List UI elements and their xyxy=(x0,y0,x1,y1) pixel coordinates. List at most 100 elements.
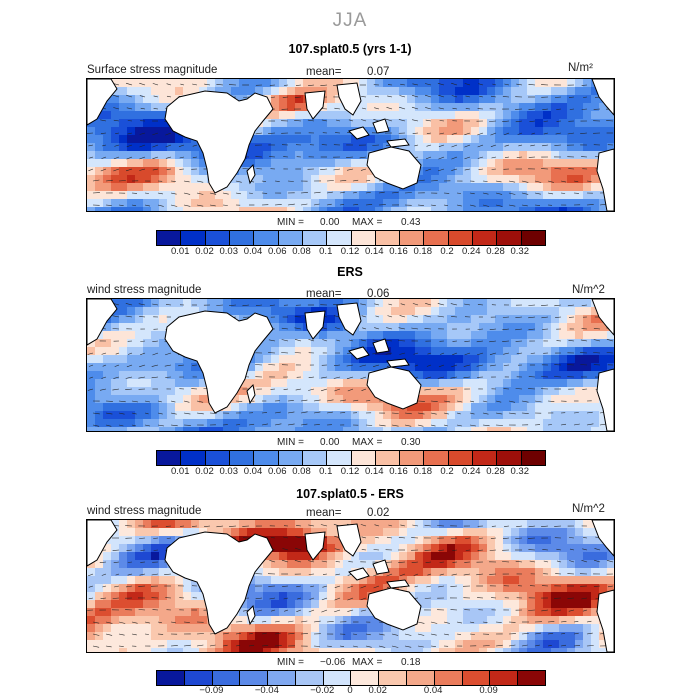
wind-arrow xyxy=(567,304,575,307)
field-cell xyxy=(279,403,287,411)
field-cell xyxy=(455,576,463,584)
field-cell xyxy=(471,355,479,363)
field-cell xyxy=(271,127,279,135)
field-cell xyxy=(471,616,479,624)
field-cell xyxy=(479,167,487,175)
field-cell xyxy=(471,568,479,576)
field-cell xyxy=(519,331,527,339)
wind-arrow xyxy=(593,328,601,330)
field-cell xyxy=(583,307,591,315)
field-cell xyxy=(303,111,311,119)
wind-arrow xyxy=(192,156,198,158)
field-cell xyxy=(511,600,519,608)
field-cell xyxy=(295,387,303,395)
wind-arrow xyxy=(360,339,367,342)
field-cell xyxy=(295,183,303,191)
field-cell xyxy=(591,103,599,111)
field-cell xyxy=(239,87,247,95)
field-cell xyxy=(279,191,287,199)
wind-arrow xyxy=(469,192,475,195)
wind-arrow xyxy=(425,156,432,160)
field-cell xyxy=(487,103,495,111)
wind-arrow xyxy=(443,204,448,206)
field-cell xyxy=(367,199,375,207)
field-cell xyxy=(319,624,327,632)
field-cell xyxy=(159,640,167,648)
field-cell xyxy=(255,608,263,616)
field-cell xyxy=(119,411,127,419)
field-cell xyxy=(415,576,423,584)
field-cell xyxy=(151,427,159,431)
field-cell xyxy=(239,79,247,87)
field-cell xyxy=(407,191,415,199)
wind-arrow xyxy=(580,132,588,134)
field-cell xyxy=(175,576,183,584)
field-cell xyxy=(567,135,575,143)
field-cell xyxy=(295,616,303,624)
field-cell xyxy=(279,167,287,175)
field-cell xyxy=(287,624,295,632)
wind-arrow xyxy=(365,645,372,648)
field-cell xyxy=(111,395,119,403)
field-cell xyxy=(111,520,119,528)
field-cell xyxy=(231,307,239,315)
field-cell xyxy=(295,379,303,387)
field-cell xyxy=(327,315,335,323)
wind-arrow xyxy=(465,549,471,551)
field-cell xyxy=(407,207,415,211)
field-cell xyxy=(279,568,287,576)
wind-arrow xyxy=(469,621,475,624)
field-cell xyxy=(103,411,111,419)
field-cell xyxy=(431,624,439,632)
field-cell xyxy=(303,592,311,600)
field-cell xyxy=(527,135,535,143)
wind-arrow xyxy=(139,144,146,148)
field-cell xyxy=(271,111,279,119)
field-cell xyxy=(295,87,303,95)
field-cell xyxy=(391,411,399,419)
field-cell xyxy=(287,355,295,363)
colorbar-tick-label: 0.14 xyxy=(365,466,384,477)
field-cell xyxy=(319,608,327,616)
field-cell xyxy=(95,167,103,175)
wind-arrow xyxy=(352,204,359,206)
field-cell xyxy=(191,427,199,431)
field-cell xyxy=(375,536,383,544)
field-cell xyxy=(591,608,599,616)
field-cell xyxy=(471,363,479,371)
field-cell xyxy=(151,640,159,648)
field-cell xyxy=(455,624,463,632)
field-cell xyxy=(151,207,159,211)
field-cell xyxy=(551,175,559,183)
field-cell xyxy=(583,371,591,379)
field-cell xyxy=(527,592,535,600)
field-cell xyxy=(303,307,311,315)
field-cell xyxy=(239,199,247,207)
field-cell xyxy=(471,79,479,87)
field-cell xyxy=(559,315,567,323)
field-cell xyxy=(111,143,119,151)
wind-arrow xyxy=(593,585,601,587)
field-cell xyxy=(359,159,367,167)
field-cell xyxy=(199,632,207,640)
field-cell xyxy=(167,632,175,640)
field-cell xyxy=(335,191,343,199)
field-cell xyxy=(271,339,279,347)
field-cell xyxy=(271,315,279,323)
wind-arrow xyxy=(192,144,198,147)
wind-arrow xyxy=(404,192,412,194)
field-cell xyxy=(359,191,367,199)
field-cell xyxy=(111,207,119,211)
field-cell xyxy=(215,411,223,419)
field-cell xyxy=(511,520,519,528)
field-cell xyxy=(503,552,511,560)
field-cell xyxy=(343,624,351,632)
field-cell xyxy=(447,616,455,624)
field-cell xyxy=(263,568,271,576)
field-cell xyxy=(319,175,327,183)
field-cell xyxy=(343,167,351,175)
field-cell xyxy=(431,331,439,339)
field-cell xyxy=(527,528,535,536)
field-cell xyxy=(95,411,103,419)
field-cell xyxy=(455,103,463,111)
